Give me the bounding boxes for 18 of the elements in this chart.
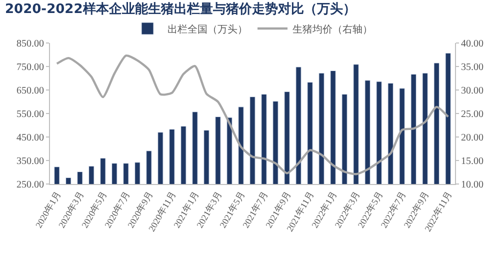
legend-label: 出栏全国（万头） [168,23,248,36]
y2-tick-label: 10.00 [461,180,484,190]
legend-label: 生猪均价（右轴） [292,23,372,36]
y-tick-label: 550.00 [16,109,44,120]
y-tick-label: 650.00 [16,86,44,96]
y-tick-label: 350.00 [16,156,44,167]
y2-tick-label: 35.00 [461,62,484,73]
y2-tick-label: 20.00 [461,132,484,144]
y2-tick-label: 40.00 [461,38,484,50]
y2-tick-label: 15.00 [461,156,484,167]
y-tick-label: 750.00 [16,62,44,73]
y-tick-label: 250.00 [16,180,44,190]
y-tick-label: 850.00 [16,38,44,50]
y-tick-label: 450.00 [16,132,44,144]
y2-tick-label: 30.00 [461,86,484,96]
line-series [56,54,450,176]
chart-title: 2020-2022样本企业能生猪出栏量与猪价走势对比（万头） [5,1,356,17]
y2-tick-label: 25.00 [461,109,484,120]
